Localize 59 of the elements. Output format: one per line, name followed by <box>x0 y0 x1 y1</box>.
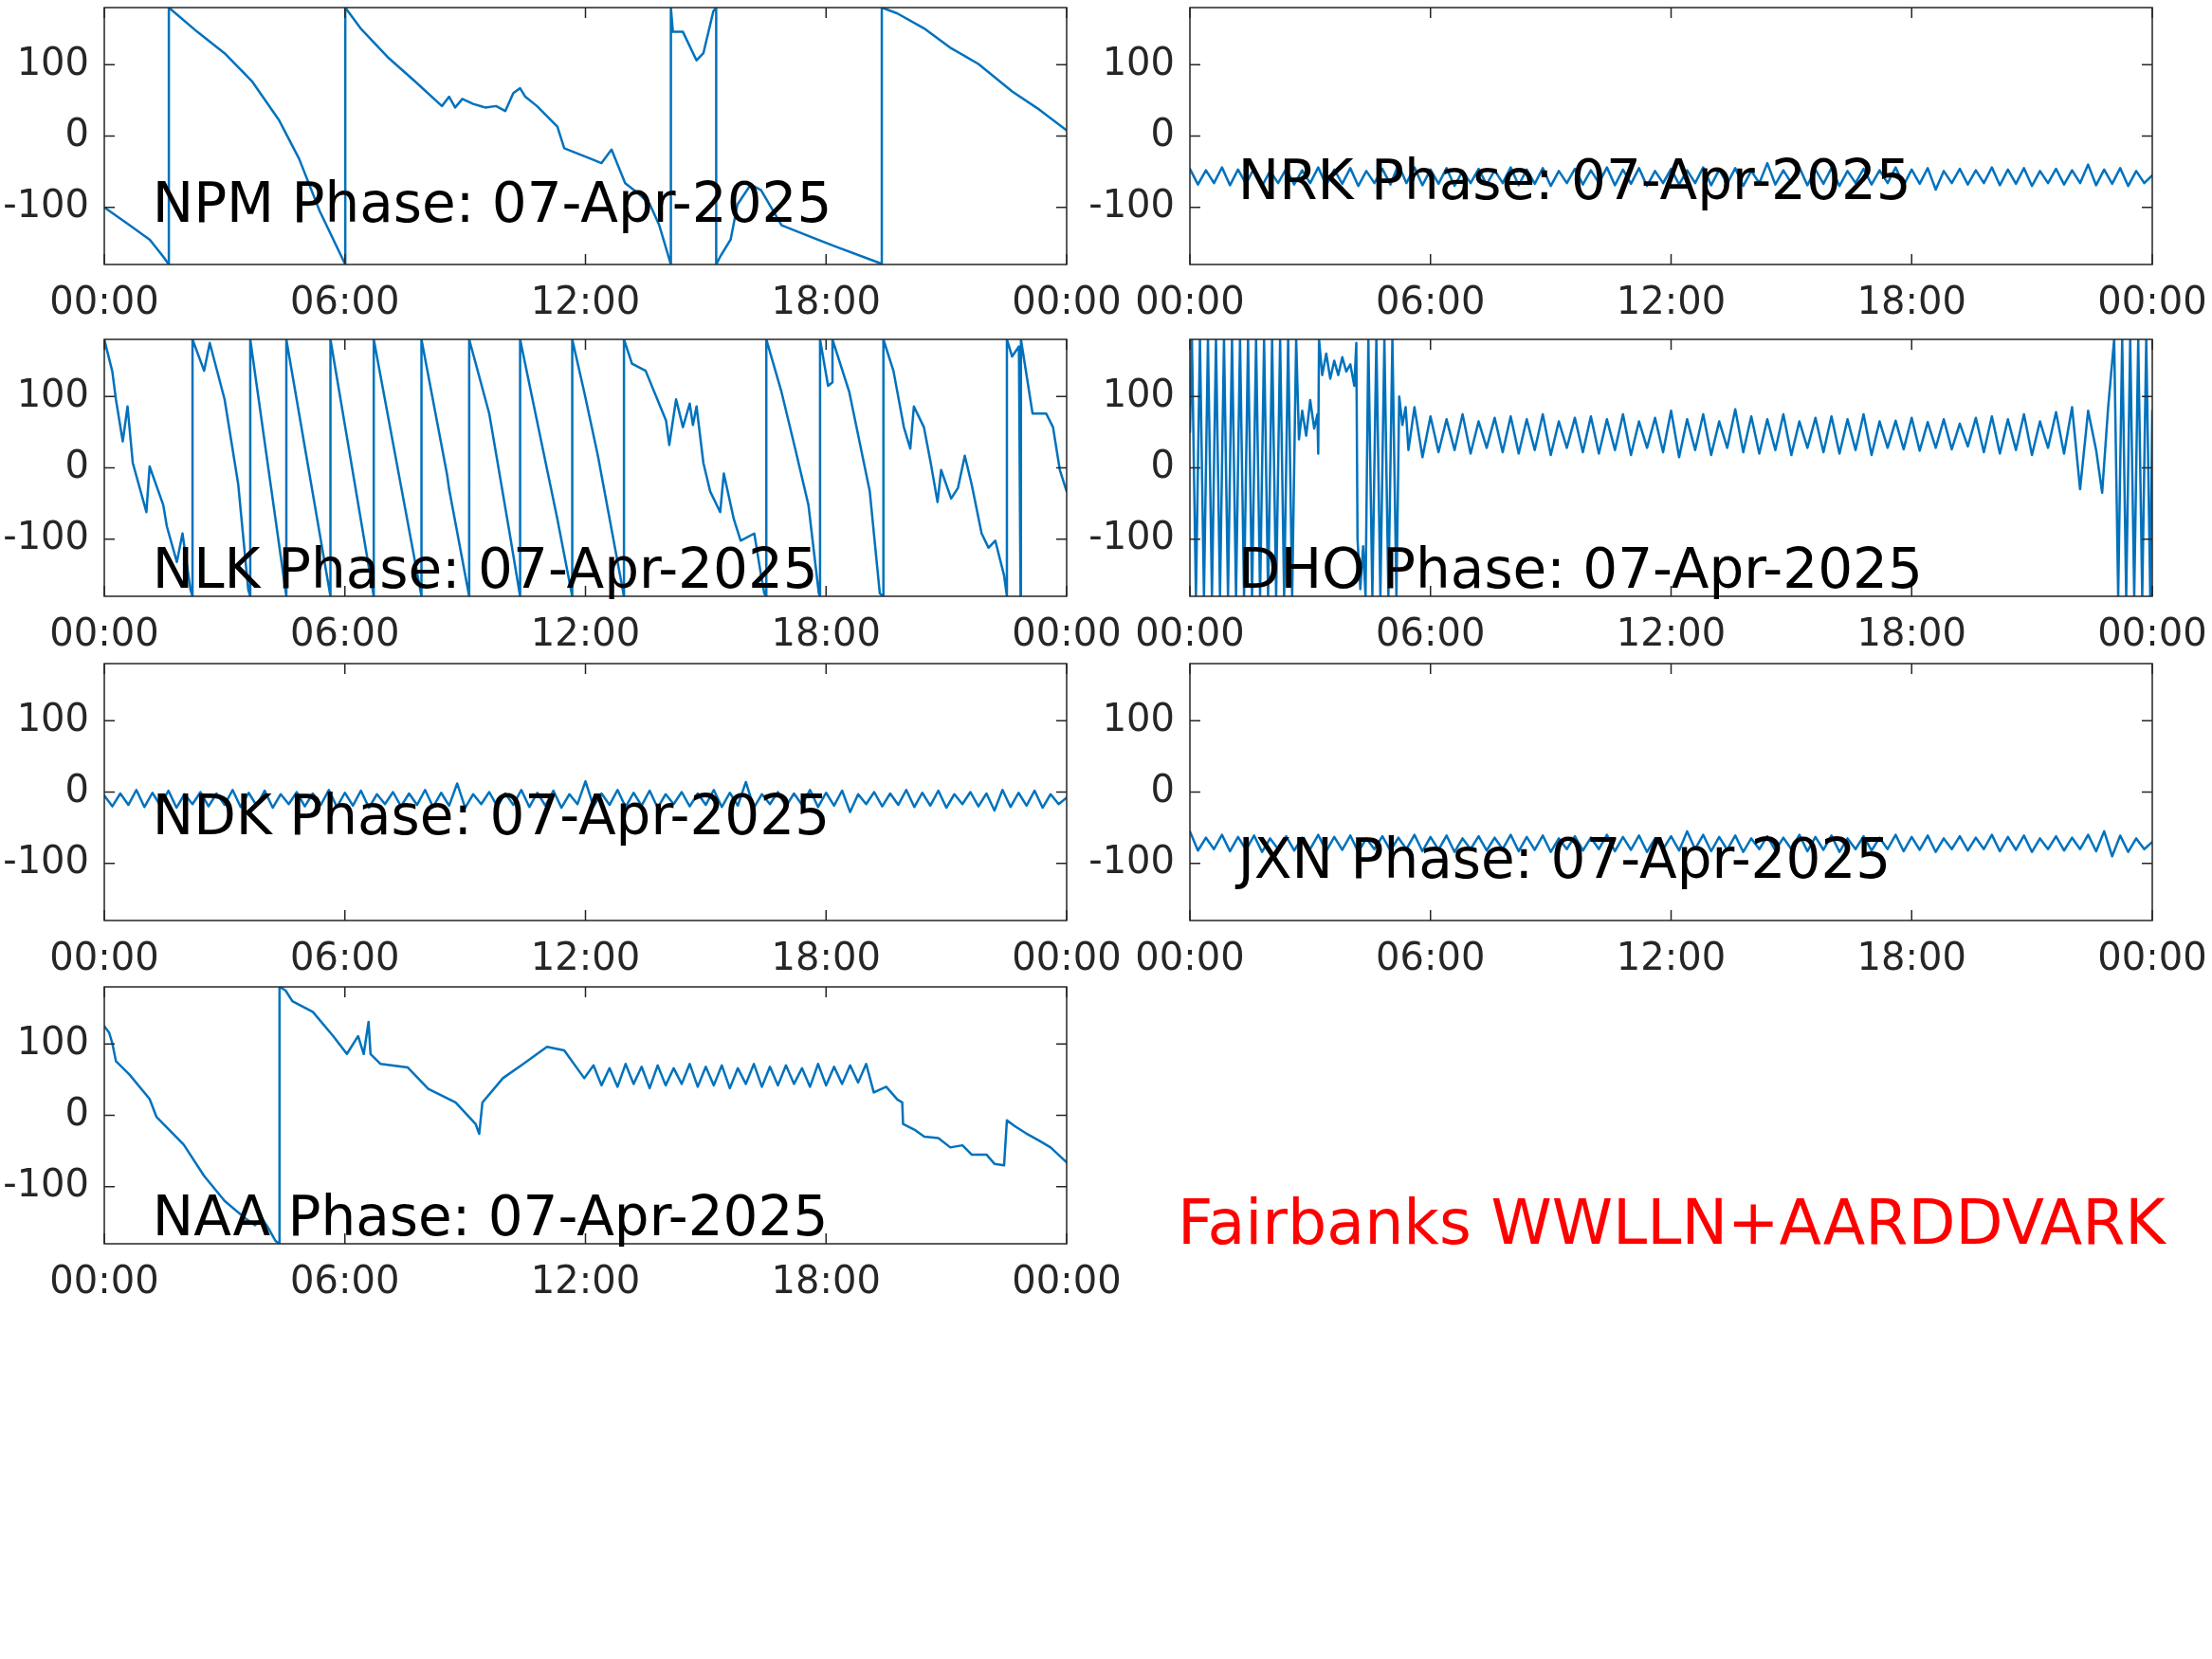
y-tick-label: 0 <box>64 1089 89 1134</box>
y-tick-label: 100 <box>16 1018 89 1063</box>
y-tick-label: -100 <box>1088 514 1175 558</box>
y-tick-label: 0 <box>64 766 89 811</box>
x-tick-label: 00:00 <box>49 1258 159 1303</box>
x-tick-label: 18:00 <box>771 1258 881 1303</box>
x-tick-label: 06:00 <box>290 935 400 979</box>
x-tick-label: 18:00 <box>1856 279 1966 323</box>
y-tick-label: 0 <box>64 110 89 155</box>
y-tick-label: 0 <box>64 442 89 486</box>
x-tick-label: 06:00 <box>290 611 400 655</box>
y-tick-label: 100 <box>16 371 89 415</box>
y-tick-label: 0 <box>1150 442 1175 486</box>
y-tick-label: 100 <box>16 39 89 83</box>
x-tick-label: 06:00 <box>1376 279 1486 323</box>
x-tick-label: 18:00 <box>1856 935 1966 979</box>
y-tick-label: 0 <box>1150 110 1175 155</box>
y-tick-label: -100 <box>1088 838 1175 883</box>
x-tick-label: 12:00 <box>530 935 641 979</box>
x-tick-label: 06:00 <box>290 279 400 323</box>
x-tick-label: 00:00 <box>49 935 159 979</box>
y-tick-label: 100 <box>1102 39 1175 83</box>
x-tick-label: 18:00 <box>771 279 881 323</box>
x-tick-label: 00:00 <box>2097 935 2207 979</box>
y-tick-label: 100 <box>16 695 89 739</box>
x-tick-label: 18:00 <box>1856 611 1966 655</box>
x-tick-label: 00:00 <box>1012 935 1122 979</box>
y-tick-label: -100 <box>3 514 89 558</box>
y-tick-label: 0 <box>1150 766 1175 811</box>
x-tick-label: 00:00 <box>49 279 159 323</box>
x-tick-label: 00:00 <box>1012 611 1122 655</box>
y-tick-label: -100 <box>3 182 89 227</box>
x-tick-label: 00:00 <box>1135 279 1245 323</box>
x-tick-label: 00:00 <box>1135 611 1245 655</box>
x-tick-label: 06:00 <box>290 1258 400 1303</box>
y-tick-label: -100 <box>3 1161 89 1206</box>
y-tick-label: 100 <box>1102 371 1175 415</box>
x-tick-label: 06:00 <box>1376 611 1486 655</box>
x-tick-label: 12:00 <box>530 279 641 323</box>
x-tick-label: 12:00 <box>1616 935 1727 979</box>
x-tick-label: 12:00 <box>1616 611 1727 655</box>
x-tick-label: 12:00 <box>1616 279 1727 323</box>
x-tick-label: 00:00 <box>2097 279 2207 323</box>
x-tick-label: 00:00 <box>1012 1258 1122 1303</box>
x-tick-label: 12:00 <box>530 611 641 655</box>
x-tick-label: 00:00 <box>1135 935 1245 979</box>
annotation: NDK Phase: 07-Apr-2025 <box>152 783 831 848</box>
y-tick-label: -100 <box>3 838 89 883</box>
annotation: JXN Phase: 07-Apr-2025 <box>1234 827 1892 892</box>
x-tick-label: 12:00 <box>530 1258 641 1303</box>
x-tick-label: 06:00 <box>1376 935 1486 979</box>
x-tick-label: 18:00 <box>771 935 881 979</box>
x-tick-label: 00:00 <box>2097 611 2207 655</box>
x-tick-label: 00:00 <box>49 611 159 655</box>
y-tick-label: -100 <box>1088 182 1175 227</box>
x-tick-label: 18:00 <box>771 611 881 655</box>
x-tick-label: 00:00 <box>1012 279 1122 323</box>
text: Fairbanks WWLLN+AARDDVARK <box>1178 1187 2166 1259</box>
y-tick-label: 100 <box>1102 695 1175 739</box>
